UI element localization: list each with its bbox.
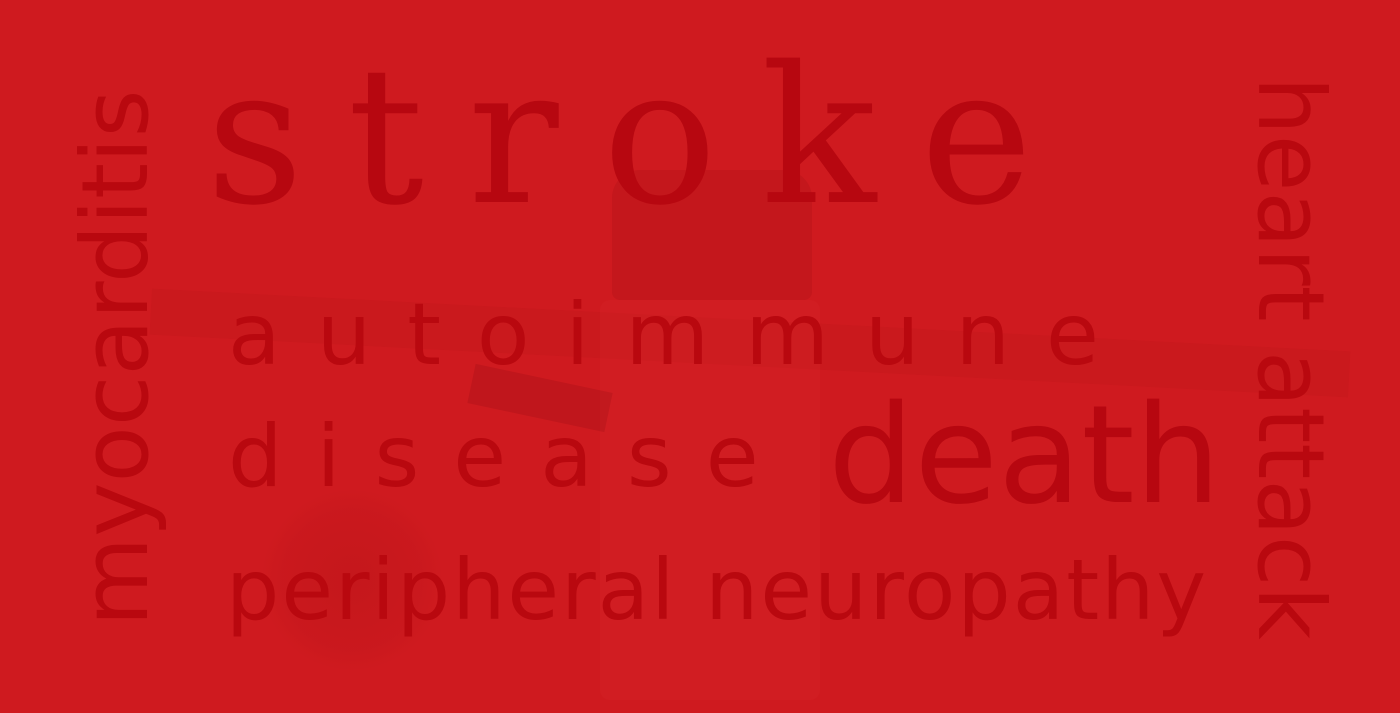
word-death: death	[828, 377, 1221, 535]
word-myocarditis: myocarditis	[62, 89, 169, 627]
word-stroke: stroke	[206, 26, 1077, 247]
word-autoimmune: autoimmune	[228, 285, 1135, 385]
word-heart-attack: heart attack	[1237, 76, 1344, 640]
word-disease: disease	[228, 407, 793, 507]
word-peripheral-neuropathy: peripheral neuropathy	[226, 541, 1209, 639]
